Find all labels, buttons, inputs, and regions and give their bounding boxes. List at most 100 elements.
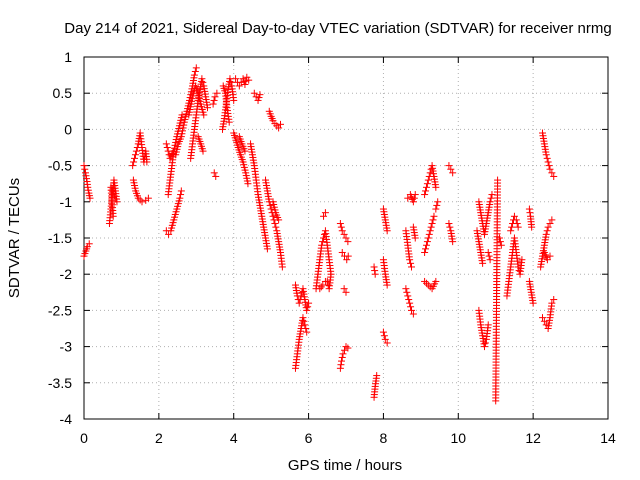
data-point xyxy=(300,317,308,325)
data-point xyxy=(342,234,350,242)
data-point xyxy=(85,240,93,248)
data-point xyxy=(230,96,238,104)
data-point xyxy=(404,194,412,202)
data-point xyxy=(339,350,347,358)
data-point xyxy=(514,223,522,231)
data-point xyxy=(227,78,235,86)
x-tick-label: 6 xyxy=(305,430,313,446)
data-point xyxy=(340,230,348,238)
data-point xyxy=(492,397,500,405)
data-point xyxy=(337,223,345,231)
data-point xyxy=(316,285,324,293)
data-point xyxy=(495,234,503,242)
data-point xyxy=(342,288,350,296)
data-point xyxy=(411,191,419,199)
data-point xyxy=(410,194,418,202)
x-tick-label: 4 xyxy=(230,430,238,446)
data-point xyxy=(81,165,89,173)
data-point xyxy=(192,64,200,72)
y-axis-label: SDTVAR / TECUs xyxy=(6,178,23,298)
data-point xyxy=(379,328,387,336)
y-tick-label: -1 xyxy=(60,194,73,210)
data-point xyxy=(481,339,489,347)
data-point xyxy=(204,104,212,112)
data-point xyxy=(434,198,442,206)
data-point xyxy=(138,198,146,206)
data-point xyxy=(548,299,556,307)
data-point xyxy=(338,248,346,256)
data-point xyxy=(518,256,526,264)
y-tick-label: 0 xyxy=(64,121,72,137)
data-point xyxy=(319,238,327,246)
data-point xyxy=(408,263,415,271)
data-point xyxy=(411,234,419,242)
data-point xyxy=(424,281,432,289)
data-point xyxy=(271,220,279,228)
data-point xyxy=(177,187,185,195)
data-point xyxy=(176,194,184,202)
data-point xyxy=(428,220,436,228)
data-point xyxy=(275,124,283,132)
data-point xyxy=(422,183,430,191)
data-point xyxy=(129,162,137,170)
data-point xyxy=(422,245,430,253)
data-point xyxy=(445,162,453,170)
data-point xyxy=(325,285,333,293)
data-point xyxy=(513,220,521,228)
axis-ticks: 0 2 4 6 8 10 12 14 1 0.5 0 -0.5 -1 -1.5 -2 -2.5 -3 -3.5 -4 xyxy=(48,49,616,446)
data-point xyxy=(423,180,431,188)
data-point xyxy=(550,172,558,180)
data-point xyxy=(131,151,139,159)
data-point xyxy=(84,186,92,194)
y-tick-label: -2 xyxy=(60,266,73,282)
data-point xyxy=(162,140,170,148)
y-tick-label: -3.5 xyxy=(48,375,72,391)
data-point xyxy=(301,321,309,329)
data-point xyxy=(170,144,178,152)
data-point xyxy=(497,241,505,249)
data-point xyxy=(317,283,325,291)
data-point xyxy=(342,343,350,351)
data-point xyxy=(422,241,430,249)
data-point xyxy=(423,238,431,246)
data-point xyxy=(424,176,432,184)
data-point xyxy=(232,75,240,83)
data-point xyxy=(178,111,186,119)
data-points xyxy=(80,64,558,405)
data-point xyxy=(426,283,434,291)
data-point xyxy=(191,67,199,75)
data-point xyxy=(210,169,218,177)
data-point xyxy=(508,223,516,231)
data-point xyxy=(525,205,533,213)
data-point xyxy=(255,94,263,102)
data-point xyxy=(548,169,556,177)
data-point xyxy=(433,201,441,209)
data-point xyxy=(546,220,554,228)
y-tick-label: 1 xyxy=(64,49,72,65)
data-point xyxy=(484,248,492,256)
data-point xyxy=(210,96,218,104)
data-point xyxy=(338,353,346,361)
data-point xyxy=(130,158,138,166)
y-tick-label: -2.5 xyxy=(48,302,72,318)
data-point xyxy=(190,71,198,79)
y-tick-label: -3 xyxy=(60,339,73,355)
data-point xyxy=(199,78,207,86)
data-point xyxy=(321,209,329,217)
data-point xyxy=(496,238,504,246)
data-point xyxy=(381,335,389,343)
data-point xyxy=(539,314,546,322)
data-point xyxy=(542,230,550,238)
data-point xyxy=(371,267,379,275)
data-point xyxy=(338,227,346,235)
data-point xyxy=(180,121,188,129)
data-point xyxy=(403,288,411,296)
data-point xyxy=(304,303,312,311)
data-point xyxy=(550,296,558,304)
data-point xyxy=(432,277,440,285)
data-point xyxy=(172,138,180,146)
data-point xyxy=(543,256,551,264)
data-point xyxy=(405,296,413,304)
data-point xyxy=(408,306,415,314)
data-point xyxy=(245,76,253,84)
